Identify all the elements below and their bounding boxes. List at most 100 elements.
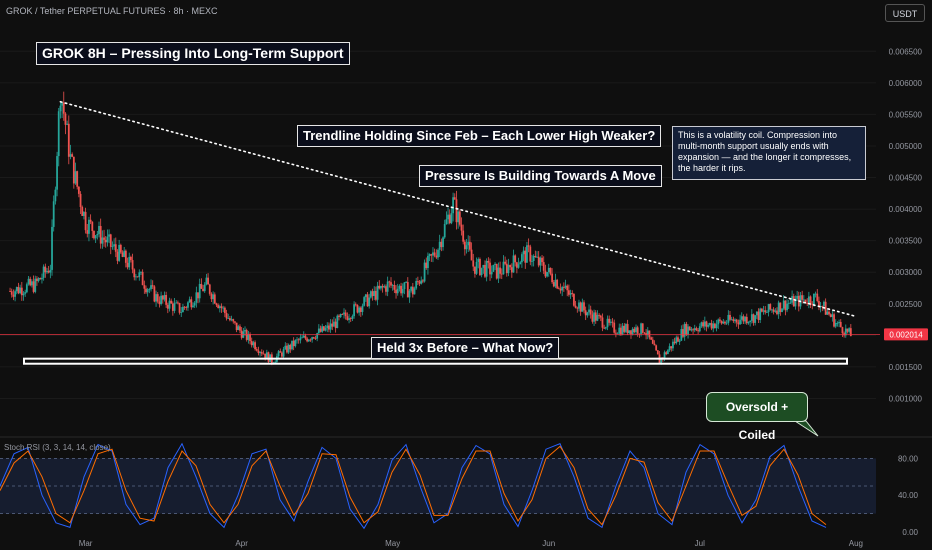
candle-body <box>29 278 32 286</box>
candle-body <box>220 306 223 309</box>
candle-body <box>789 302 792 304</box>
candle-body <box>557 288 560 290</box>
candle-body <box>583 302 585 311</box>
candle-body <box>64 113 67 125</box>
candle-body <box>596 314 599 321</box>
candle-body <box>351 316 354 319</box>
candle-body <box>205 277 208 285</box>
candle-body <box>141 271 144 286</box>
candle-body <box>450 213 453 224</box>
candle-body <box>217 305 220 309</box>
candle-body <box>151 285 154 287</box>
candle-body <box>492 264 495 272</box>
candle-body <box>403 282 406 290</box>
candle-body <box>413 288 416 295</box>
candle-body <box>289 344 292 350</box>
candle-body <box>334 321 337 329</box>
candle-body <box>823 301 825 307</box>
candle-body <box>329 323 332 330</box>
candle-body <box>487 260 490 263</box>
candle-body <box>648 330 651 338</box>
candle-body <box>255 349 258 351</box>
candle-body <box>814 293 817 295</box>
candle-body <box>77 186 80 194</box>
candle-body <box>762 310 765 312</box>
candle-body <box>720 320 723 324</box>
candle-body <box>175 302 178 304</box>
candle-body <box>556 279 559 289</box>
candle-body <box>79 193 82 207</box>
candle-body <box>643 332 646 334</box>
stoch-tick-label: 40.00 <box>898 491 919 500</box>
candle-body <box>604 327 607 329</box>
candle-body <box>406 282 409 298</box>
candle-body <box>312 337 315 339</box>
candle-body <box>635 327 637 333</box>
candle-body <box>386 281 389 292</box>
candle-body <box>358 307 361 313</box>
candle-body <box>677 337 679 342</box>
candle-body <box>672 341 674 349</box>
candle-body <box>838 321 840 323</box>
candle-body <box>207 277 209 285</box>
candle-body <box>183 306 186 308</box>
candle-body <box>801 295 804 300</box>
candle-body <box>430 254 433 256</box>
candle-body <box>636 327 639 334</box>
candle-body <box>359 307 362 312</box>
candle-body <box>460 224 463 231</box>
candle-body <box>344 312 347 317</box>
candle-body <box>772 309 775 312</box>
candle-body <box>54 189 57 202</box>
candle-body <box>218 306 221 309</box>
candle-body <box>734 319 736 322</box>
last-price-tag <box>884 328 928 341</box>
currency-button[interactable]: USDT <box>885 4 925 22</box>
candle-body <box>385 286 387 292</box>
candle-body <box>542 262 545 271</box>
candle-body <box>282 349 285 357</box>
candle-body <box>202 288 204 292</box>
candle-body <box>499 267 501 274</box>
candle-body <box>735 319 738 323</box>
candle-body <box>589 309 592 315</box>
candle-body <box>101 237 104 244</box>
candle-body <box>774 310 777 312</box>
candle-body <box>641 323 644 333</box>
candle-body <box>782 300 785 309</box>
candle-body <box>581 302 584 312</box>
candle-body <box>299 337 302 341</box>
candle-body <box>680 329 683 341</box>
candle-body <box>391 285 394 286</box>
candle-body <box>710 323 713 329</box>
candle-body <box>150 285 152 290</box>
candle-body <box>484 264 486 277</box>
candle-body <box>180 312 183 313</box>
candle-body <box>739 319 741 325</box>
candle-body <box>138 272 141 278</box>
candle-body <box>111 246 114 248</box>
candle-body <box>106 236 109 243</box>
price-tick-label: 0.004000 <box>889 205 923 214</box>
candle-body <box>333 321 335 327</box>
candle-body <box>118 244 121 261</box>
oscillator-title: Stoch RSI (3, 3, 14, 14, close) <box>4 443 111 452</box>
candle-body <box>786 303 788 311</box>
candle-body <box>393 285 396 290</box>
candle-body <box>754 315 757 323</box>
candle-body <box>108 234 110 237</box>
candle-body <box>225 313 228 319</box>
candle-body <box>601 317 604 328</box>
candle-body <box>806 302 809 304</box>
candle-body <box>410 286 413 291</box>
candle-body <box>566 285 569 291</box>
candle-body <box>465 245 468 250</box>
volatility-note: This is a volatility coil. Compression i… <box>672 126 866 180</box>
price-tick-label: 0.005500 <box>889 110 923 119</box>
candle-body <box>609 321 612 323</box>
candle-body <box>319 328 322 332</box>
candle-body <box>708 323 711 325</box>
candle-body <box>833 314 835 327</box>
candle-body <box>291 340 293 350</box>
x-tick-label: Jun <box>542 539 555 548</box>
